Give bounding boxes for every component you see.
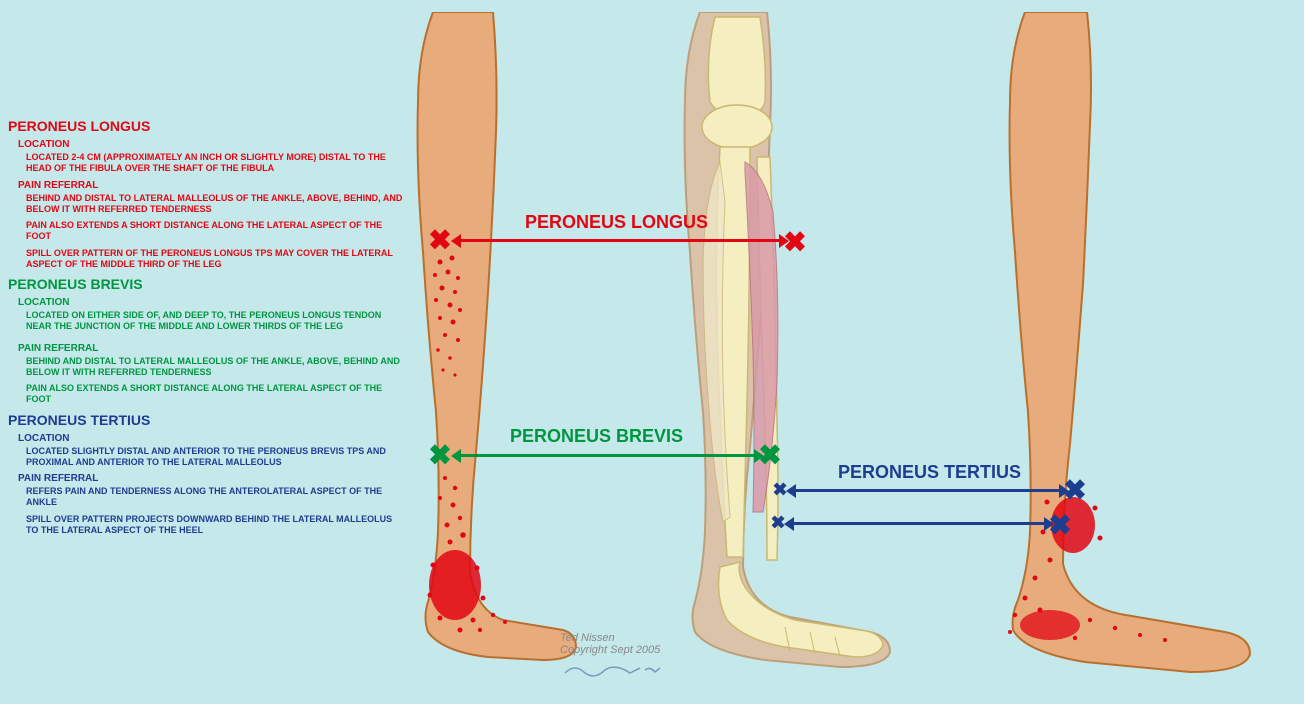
brevis-title: PERONEUS BREVIS [8,276,403,292]
longus-dots-left [420,250,490,390]
tertius-arrow-1 [795,489,1060,492]
longus-location-text: LOCATED 2-4 CM (APPROXIMATELY AN INCH OR… [26,152,403,175]
longus-title: PERONEUS LONGUS [8,118,403,134]
longus-x-mid: ✖ [783,226,806,259]
tertius-location-heading: LOCATION [18,433,403,444]
middle-leg-anatomical [645,12,945,682]
longus-arrow [460,239,780,242]
longus-pain-text2: PAIN ALSO EXTENDS A SHORT DISTANCE ALONG… [26,220,403,243]
brevis-x-left: ✖ [428,439,451,472]
tertius-diagram-label: PERONEUS TERTIUS [838,462,1021,483]
brevis-pain-text2: PAIN ALSO EXTENDS A SHORT DISTANCE ALONG… [26,383,403,406]
brevis-location-text: LOCATED ON EITHER SIDE OF, AND DEEP TO, … [26,310,403,333]
text-panel: PERONEUS LONGUS LOCATION LOCATED 2-4 CM … [8,118,403,541]
brevis-pain-heading: PAIN REFERRAL [18,343,403,354]
longus-pain-text1: BEHIND AND DISTAL TO LATERAL MALLEOLUS O… [26,193,403,216]
tertius-x-mid2: ✖ [770,513,785,534]
tertius-x-right1: ✖ [1063,474,1086,507]
tertius-title: PERONEUS TERTIUS [8,412,403,428]
tertius-pain-heading: PAIN REFERRAL [18,473,403,484]
longus-pain-text3: SPILL OVER PATTERN OF THE PERONEUS LONGU… [26,248,403,271]
brevis-x-mid: ✖ [758,439,781,472]
brevis-diagram-label: PERONEUS BREVIS [510,426,683,447]
brevis-arrow [460,454,755,457]
brevis-location-heading: LOCATION [18,297,403,308]
credit: Ted Nissen Copyright Sept 2005 [560,632,670,689]
credit-copyright: Copyright Sept 2005 [560,644,670,656]
tertius-location-text: LOCATED SLIGHTLY DISTAL AND ANTERIOR TO … [26,446,403,469]
ankle-dots-left [405,470,555,655]
tertius-arrow-2 [793,522,1045,525]
tertius-x-mid1: ✖ [772,480,787,501]
longus-pain-heading: PAIN REFERRAL [18,180,403,191]
brevis-pain-text1: BEHIND AND DISTAL TO LATERAL MALLEOLUS O… [26,356,403,379]
longus-x-left: ✖ [428,224,451,257]
longus-diagram-label: PERONEUS LONGUS [525,212,708,233]
tertius-x-right2: ✖ [1048,509,1071,542]
tertius-pain-text2: SPILL OVER PATTERN PROJECTS DOWNWARD BEH… [26,514,403,537]
longus-location-heading: LOCATION [18,139,403,150]
tertius-pain-text1: REFERS PAIN AND TENDERNESS ALONG THE ANT… [26,486,403,509]
credit-author: Ted Nissen [560,632,670,644]
